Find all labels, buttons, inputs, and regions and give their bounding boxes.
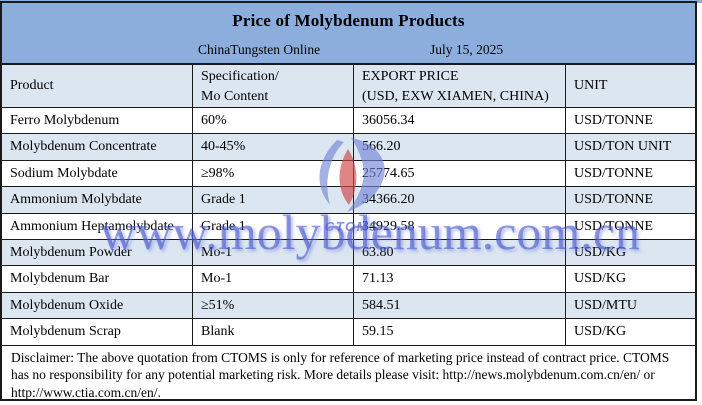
cell-unit: USD/TONNE (565, 213, 695, 239)
cell-price: 34366.20 (353, 187, 565, 213)
cell-spec: 40-45% (192, 134, 353, 160)
table-row: Ammonium Heptamolybdate Grade 1 34929.58… (2, 213, 695, 240)
table-row: Molybdenum Powder Mo-1 63.80 USD/KG (2, 239, 695, 267)
header-specification: Specification/ Mo Content (192, 65, 353, 107)
cell-product: Molybdenum Bar (10, 271, 110, 287)
header-export-price-line1: EXPORT PRICE (362, 69, 459, 84)
header-specification-line2: Mo Content (201, 88, 269, 104)
table-row: Sodium Molybdate ≥98% 25774.65 USD/TONNE (2, 160, 695, 188)
cell-product: Ferro Molybdenum (10, 113, 120, 128)
cell-product: Sodium Molybdate (10, 165, 118, 181)
date-label: July 15, 2025 (430, 42, 504, 57)
page-title: Price of Molybdenum Products (232, 11, 465, 30)
table-row: Molybdenum Concentrate 40-45% 566.20 USD… (2, 134, 695, 161)
table-row: Molybdenum Bar Mo-1 71.13 USD/KG (2, 266, 695, 293)
cell-product: Molybdenum Powder (10, 244, 132, 260)
cell-spec: ≥98% (192, 160, 353, 187)
cell-product: Ammonium Heptamolybdate (10, 218, 174, 234)
cell-price: 71.13 (353, 266, 565, 292)
header-unit: UNIT (565, 65, 695, 107)
cell-price: 63.80 (353, 239, 565, 266)
title-bar: Price of Molybdenum Products ChinaTungst… (2, 3, 695, 65)
source-label: ChinaTungsten Online (198, 42, 321, 57)
cell-spec: Mo-1 (192, 266, 353, 292)
table-row: Molybdenum Scrap Blank 59.15 USD/KG (2, 319, 695, 346)
cell-price: 584.51 (353, 292, 565, 319)
cell-spec: ≥51% (192, 292, 353, 319)
cell-unit: USD/TONNE (565, 108, 695, 134)
cell-unit: USD/KG (565, 239, 695, 266)
cell-unit: USD/TONNE (565, 160, 695, 187)
header-specification-line1: Specification/ (201, 69, 279, 84)
cell-spec: Grade 1 (192, 213, 353, 239)
cell-unit: USD/KG (565, 319, 695, 345)
header-export-price: EXPORT PRICE (USD, EXW XIAMEN, CHINA) (353, 65, 565, 107)
cell-price: 566.20 (353, 134, 565, 160)
cell-price: 36056.34 (353, 108, 565, 134)
table-header-row: Product Specification/ Mo Content EXPORT… (2, 65, 695, 108)
cell-unit: USD/MTU (565, 292, 695, 319)
cell-product: Molybdenum Oxide (10, 297, 124, 313)
cell-unit: USD/TONNE (565, 187, 695, 213)
header-export-price-line2: (USD, EXW XIAMEN, CHINA) (362, 88, 549, 104)
cell-product: Molybdenum Concentrate (10, 139, 157, 155)
cell-unit: USD/KG (565, 266, 695, 292)
cell-price: 25774.65 (353, 160, 565, 187)
table-row: Ammonium Molybdate Grade 1 34366.20 USD/… (2, 187, 695, 214)
table-row: Ferro Molybdenum 60% 36056.34 USD/TONNE (2, 108, 695, 135)
header-product: Product (10, 78, 54, 94)
cell-price: 59.15 (353, 319, 565, 345)
cell-product: Ammonium Molybdate (10, 192, 142, 208)
cell-spec: 60% (192, 108, 353, 134)
cell-unit: USD/TON UNIT (565, 134, 695, 160)
cell-spec: Mo-1 (192, 239, 353, 266)
cell-price: 34929.58 (353, 213, 565, 239)
disclaimer-text: Disclaimer: The above quotation from CTO… (2, 345, 695, 399)
cell-spec: Grade 1 (192, 187, 353, 213)
cell-spec: Blank (192, 319, 353, 345)
cell-product: Molybdenum Scrap (10, 324, 121, 340)
table-row: Molybdenum Oxide ≥51% 584.51 USD/MTU (2, 292, 695, 320)
